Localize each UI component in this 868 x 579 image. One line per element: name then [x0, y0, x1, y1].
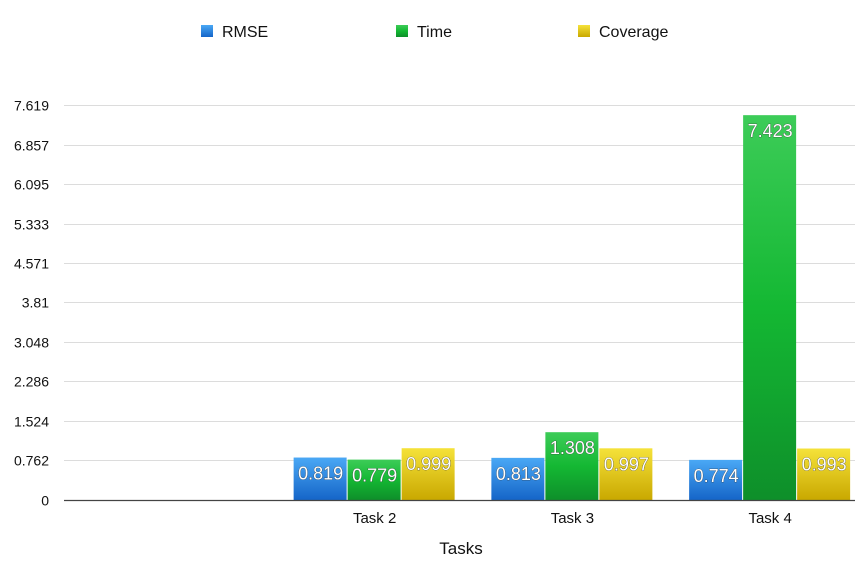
y-tick-label: 5.333: [14, 217, 49, 233]
data-label: 0.999: [406, 454, 451, 474]
legend-label: Coverage: [599, 24, 668, 41]
bar: [689, 459, 743, 500]
y-tick-label: 3.81: [22, 295, 49, 311]
legend-swatch: [201, 25, 213, 37]
x-tick-label: Task 3: [551, 510, 594, 527]
x-tick-label: Task 2: [353, 510, 396, 527]
data-label: 0.813: [496, 464, 541, 484]
x-axis: Task 2 Task 3 Task 4: [64, 499, 855, 527]
x-tick-label: Task 4: [748, 510, 791, 527]
data-label: 0.779: [352, 466, 397, 486]
y-tick-label: 7.619: [14, 98, 49, 114]
data-label: 7.423: [748, 121, 793, 141]
bar: [347, 459, 401, 500]
y-tick-label: 2.286: [14, 374, 49, 390]
bar: [743, 115, 797, 500]
bar: [491, 457, 545, 500]
bar: [599, 448, 653, 500]
data-label: 0.774: [694, 466, 739, 486]
bar: [401, 448, 455, 500]
data-label: 0.819: [298, 464, 343, 484]
bar: [545, 432, 599, 500]
y-tick-label: 0.762: [14, 453, 49, 469]
legend-label: Time: [417, 24, 452, 41]
data-label: 0.997: [604, 454, 649, 474]
y-tick-label: 0: [41, 493, 49, 509]
x-axis-title: Tasks: [439, 539, 482, 558]
bar: [797, 448, 851, 500]
legend-label: RMSE: [222, 24, 268, 41]
legend-swatch: [396, 25, 408, 37]
legend-swatch: [578, 25, 590, 37]
gridlines: [64, 105, 855, 461]
data-label: 0.993: [802, 455, 847, 475]
value-labels: 0.819 0.779 0.999 0.813 1.308 0.997 0.774 7.423…: [298, 121, 847, 486]
y-tick-label: 6.095: [14, 177, 49, 193]
y-axis: 0 0.762 1.524 2.286 3.048 3.81 4.571 5.333 6.095…: [14, 98, 49, 509]
y-tick-label: 6.857: [14, 138, 49, 154]
bars: [293, 115, 851, 500]
y-tick-label: 3.048: [14, 335, 49, 351]
data-label: 1.308: [550, 438, 595, 458]
bar: [293, 457, 347, 500]
y-tick-label: 1.524: [14, 414, 49, 430]
legend: RMSE Time Coverage: [201, 24, 668, 41]
y-tick-label: 4.571: [14, 256, 49, 272]
